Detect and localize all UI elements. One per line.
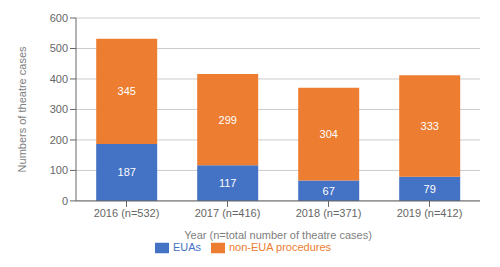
svg-text:304: 304: [320, 128, 338, 140]
svg-text:345: 345: [118, 85, 136, 97]
svg-text:333: 333: [421, 120, 439, 132]
svg-text:Numbers of theatre cases: Numbers of theatre cases: [16, 46, 28, 172]
svg-text:187: 187: [118, 166, 136, 178]
html-text:EUAs: EUAs: [172, 240, 201, 253]
svg-text:Year (n=total number of theatr: Year (n=total number of theatre cases): [184, 229, 372, 241]
html-text:non-EUA procedures: non-EUA procedures: [229, 240, 332, 253]
svg-text:2018 (n=371): 2018 (n=371): [296, 207, 362, 219]
svg-text:79: 79: [424, 183, 436, 195]
svg-text:600: 600: [50, 12, 68, 24]
svg-text:2017 (n=416): 2017 (n=416): [195, 207, 261, 219]
svg-text:400: 400: [50, 73, 68, 85]
svg-text:2016 (n=532): 2016 (n=532): [94, 207, 160, 219]
svg-text:500: 500: [50, 42, 68, 54]
svg-text:2019 (n=412): 2019 (n=412): [397, 207, 463, 219]
svg-text:200: 200: [50, 134, 68, 146]
svg-text:300: 300: [50, 103, 68, 115]
svg-text:67: 67: [323, 185, 335, 197]
svg-text:117: 117: [219, 177, 237, 189]
svg-text:100: 100: [50, 164, 68, 176]
svg-text:299: 299: [219, 114, 237, 126]
svg-text:0: 0: [62, 195, 68, 207]
